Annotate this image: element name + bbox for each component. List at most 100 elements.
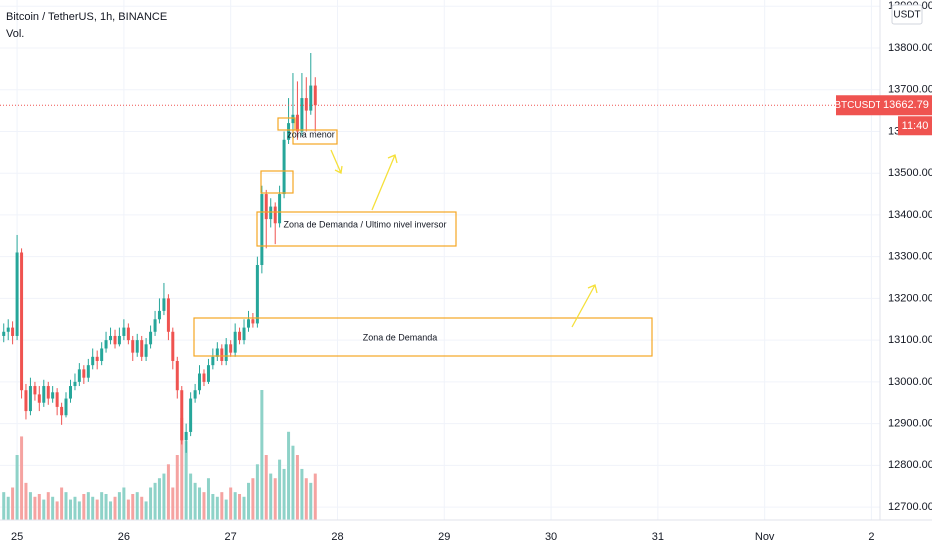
symbol-tag: [836, 95, 880, 116]
annotation: Zona de Demanda / Ultimo nivel inversor: [283, 219, 446, 229]
volume-bar: [162, 473, 166, 520]
candle-body: [51, 392, 55, 399]
volume-layer: [2, 390, 317, 520]
candle-body: [242, 327, 246, 341]
demand-zone-upper: [256, 211, 457, 247]
candle-body: [109, 335, 113, 341]
volume-bar: [60, 487, 64, 520]
chart-title: Bitcoin / TetherUS, 1h, BINANCE: [6, 11, 167, 23]
candle-body: [166, 298, 170, 332]
candle-body: [64, 398, 68, 416]
x-tick-label: 2: [868, 531, 874, 543]
candle-body: [28, 386, 32, 412]
volume-bar: [28, 492, 32, 520]
y-tick-label: 12700.00: [888, 501, 932, 513]
y-tick-label: 13000.00: [888, 376, 932, 388]
y-tick-label: 13200.00: [888, 292, 932, 304]
candle-body: [273, 206, 277, 224]
minor-zone: [292, 129, 338, 145]
x-tick-label: 27: [225, 531, 237, 543]
candle-body: [304, 98, 308, 111]
zone-box: [260, 170, 294, 194]
candle-body: [229, 344, 233, 353]
x-tick-label: Nov: [755, 531, 775, 543]
volume-bar: [77, 501, 81, 520]
candle-body: [55, 392, 59, 407]
candle-body: [260, 194, 264, 266]
candle-body: [184, 431, 188, 441]
candle-body: [33, 386, 37, 395]
volume-bar: [295, 455, 299, 520]
candle-body: [15, 252, 19, 336]
y-tick-label: 13800.00: [888, 42, 932, 54]
volume-bar: [211, 494, 215, 520]
volume-bar: [273, 478, 277, 520]
volume-bar: [269, 473, 273, 520]
volume-bar: [15, 455, 19, 520]
volume-bar: [24, 482, 28, 520]
candle-body: [86, 365, 90, 378]
volume-bar: [144, 501, 148, 520]
candle-body: [238, 331, 242, 341]
volume-bar: [104, 494, 108, 520]
volume-bar: [238, 494, 242, 520]
x-tick-label: 30: [545, 531, 557, 543]
arrow-up: [571, 284, 598, 328]
volume-bar: [202, 492, 206, 520]
candle-body: [37, 394, 41, 403]
candle-body: [202, 373, 206, 382]
x-tick-label: 29: [438, 531, 450, 543]
candle-body: [189, 398, 193, 432]
y-tick-label: 13300.00: [888, 251, 932, 263]
volume-bar: [304, 478, 308, 520]
candle-body: [180, 390, 184, 441]
candle-body: [95, 356, 99, 361]
volume-bar: [126, 499, 130, 520]
candle-body: [269, 206, 273, 220]
volume-bar: [157, 478, 161, 520]
candle-body: [140, 340, 144, 357]
candle-body: [295, 114, 299, 132]
currency-label[interactable]: USDT: [893, 10, 920, 21]
candle-body: [175, 360, 179, 391]
volume-bar: [42, 499, 46, 520]
volume-bar: [300, 468, 304, 520]
demand-zone: [193, 317, 653, 357]
volume-bar: [313, 473, 317, 520]
candle-body: [193, 390, 197, 399]
volume-bar: [184, 441, 188, 520]
candle-body: [233, 331, 237, 353]
candle-body: [282, 139, 286, 195]
volume-bar: [131, 494, 135, 520]
volume-bar: [117, 492, 121, 520]
volume-bar: [197, 487, 201, 520]
volume-bar: [113, 496, 117, 520]
candle-body: [135, 340, 139, 353]
candle-body: [264, 194, 268, 220]
volume-bar: [287, 431, 291, 520]
volume-bar: [68, 499, 72, 520]
volume-bar: [11, 487, 15, 520]
annotation: zona menor: [287, 129, 335, 139]
candle-body: [247, 319, 251, 328]
volume-bar: [278, 459, 282, 520]
volume-bar: [64, 492, 68, 520]
currency-button[interactable]: [891, 4, 923, 25]
volume-bar: [291, 445, 295, 520]
y-tick-label: 12800.00: [888, 459, 932, 471]
candle-body: [104, 340, 108, 349]
volume-bar: [260, 390, 264, 520]
volume-bar: [140, 496, 144, 520]
candle-body: [126, 327, 130, 341]
last-price-label: 13662.79: [883, 99, 929, 111]
volume-bar: [100, 492, 104, 520]
candle-body: [144, 344, 148, 357]
volume-bar: [135, 492, 139, 520]
x-tick-label: 28: [331, 531, 343, 543]
candle-body: [42, 386, 46, 403]
volume-bar: [264, 455, 268, 520]
candle-body: [117, 335, 121, 345]
volume-bar: [242, 496, 246, 520]
candle-body: [122, 327, 126, 336]
